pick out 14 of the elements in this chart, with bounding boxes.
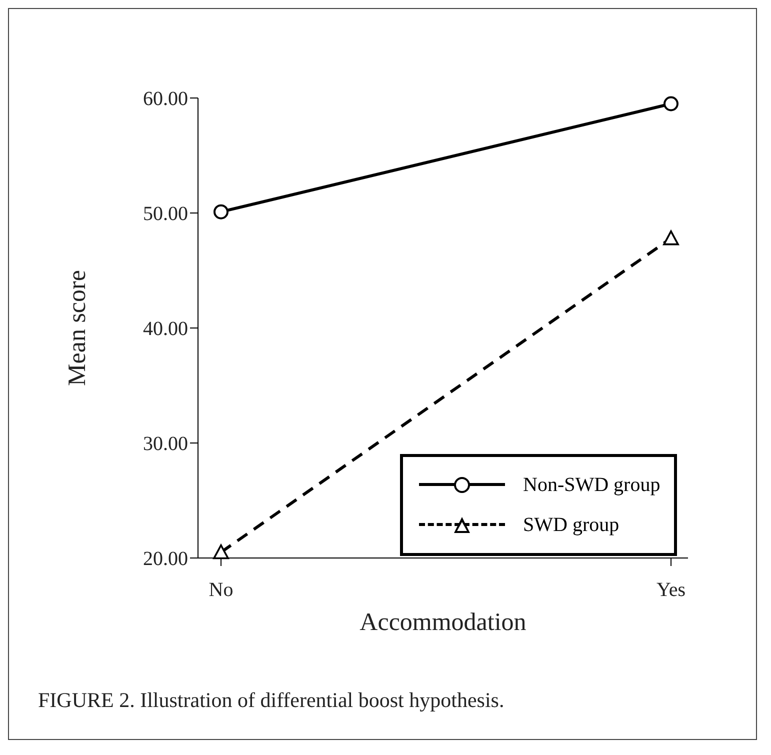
y-tick-label: 30.00 — [143, 433, 188, 456]
y-tick-label: 40.00 — [143, 318, 188, 340]
legend-label: SWD group — [523, 514, 620, 536]
x-axis-title: Accommodation — [360, 609, 527, 636]
x-tick-label: Yes — [656, 579, 686, 602]
y-tick-label: 60.00 — [143, 88, 188, 110]
y-axis-title: Mean score — [64, 270, 91, 386]
caption: FIGURE 2. Illustration of differential boost hypothesis. — [38, 688, 504, 713]
point — [664, 96, 678, 112]
legend-label: Non-SWD group — [523, 474, 660, 496]
x-tick-label: No — [208, 579, 234, 602]
y-tick-label: 20.00 — [143, 548, 188, 570]
point — [214, 204, 228, 220]
y-tick-label: 50.00 — [143, 203, 188, 226]
